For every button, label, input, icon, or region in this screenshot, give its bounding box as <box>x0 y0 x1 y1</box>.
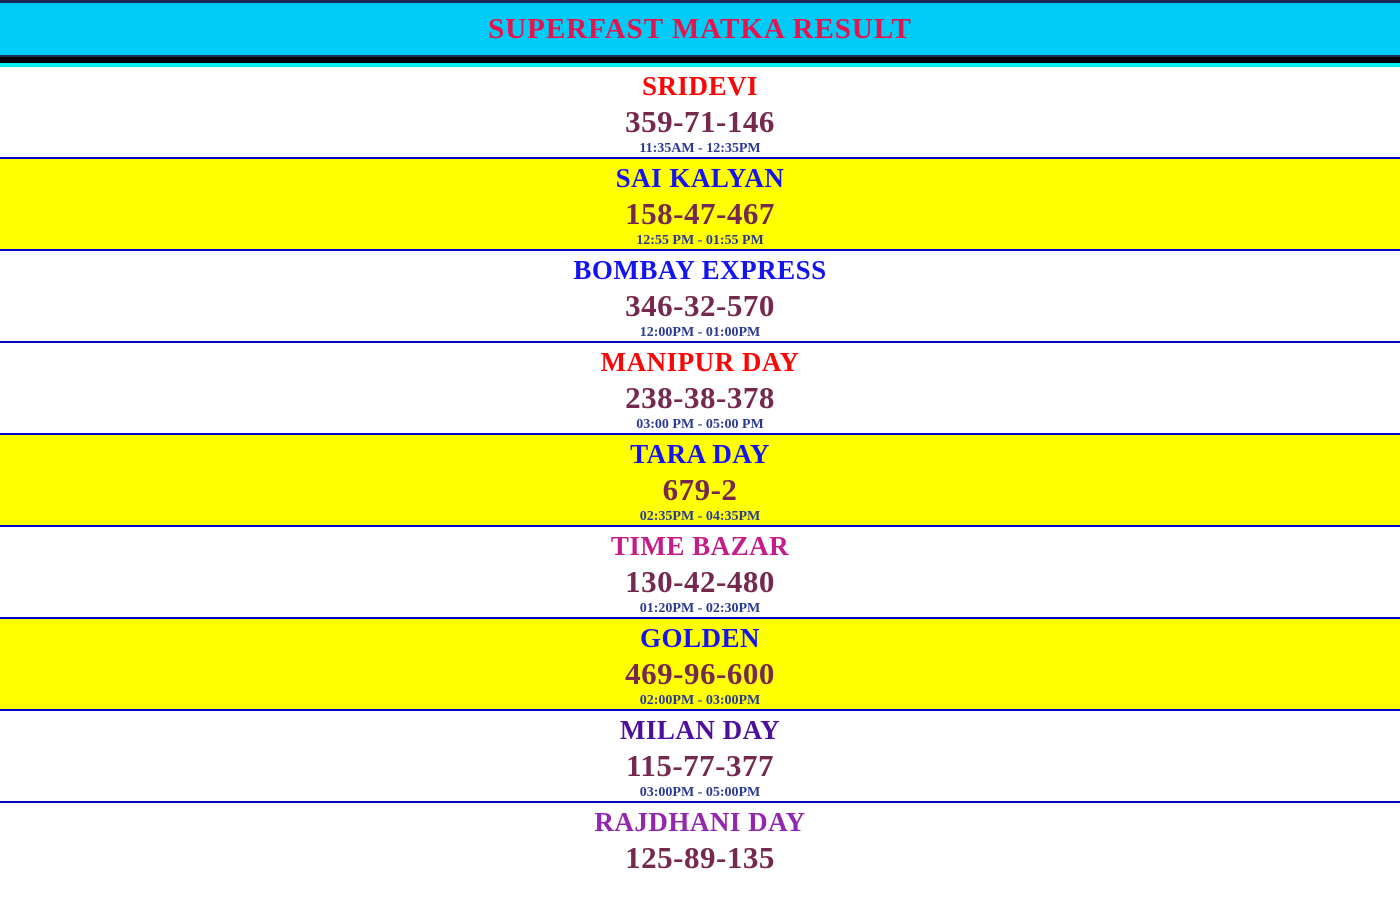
market-name: BOMBAY EXPRESS <box>573 255 827 285</box>
market-result: 346-32-570 <box>625 288 775 323</box>
market-result: 359-71-146 <box>625 104 775 139</box>
market-row-sridevi: SRIDEVI 359-71-146 11:35AM - 12:35PM <box>0 67 1400 159</box>
market-time: 03:00 PM - 05:00 PM <box>636 417 764 432</box>
market-name: GOLDEN <box>639 623 761 653</box>
header-divider-black <box>0 57 1400 63</box>
market-result: 679-2 <box>662 472 738 507</box>
market-row-manipur-day: MANIPUR DAY 238-38-378 03:00 PM - 05:00 … <box>0 343 1400 435</box>
market-result: 469-96-600 <box>625 656 775 691</box>
page-header: SUPERFAST MATKA RESULT <box>0 0 1400 57</box>
market-result: 158-47-467 <box>625 196 775 231</box>
market-time: 02:00PM - 03:00PM <box>639 693 761 708</box>
market-row-bombay-express: BOMBAY EXPRESS 346-32-570 12:00PM - 01:0… <box>0 251 1400 343</box>
results-list: SRIDEVI 359-71-146 11:35AM - 12:35PM SAI… <box>0 67 1400 876</box>
market-result: 130-42-480 <box>625 564 775 599</box>
market-result: 238-38-378 <box>625 380 775 415</box>
market-name: TARA DAY <box>630 439 770 469</box>
market-row-golden: GOLDEN 469-96-600 02:00PM - 03:00PM <box>0 619 1400 711</box>
market-row-sai-kalyan: SAI KALYAN 158-47-467 12:55 PM - 01:55 P… <box>0 159 1400 251</box>
market-row-rajdhani-day: RAJDHANI DAY 125-89-135 <box>0 803 1400 876</box>
market-result: 125-89-135 <box>625 840 775 875</box>
market-name: MILAN DAY <box>619 715 781 745</box>
market-name: RAJDHANI DAY <box>594 807 806 837</box>
market-name: TIME BAZAR <box>610 531 790 561</box>
market-name: SRIDEVI <box>641 71 759 101</box>
matka-results-page: SUPERFAST MATKA RESULT SRIDEVI 359-71-14… <box>0 0 1400 876</box>
market-name: MANIPUR DAY <box>600 347 800 377</box>
market-time: 03:00PM - 05:00PM <box>639 785 761 800</box>
market-row-tara-day: TARA DAY 679-2 02:35PM - 04:35PM <box>0 435 1400 527</box>
market-time: 02:35PM - 04:35PM <box>639 509 761 524</box>
page-title: SUPERFAST MATKA RESULT <box>488 12 912 45</box>
header-divider-cyan <box>0 63 1400 67</box>
market-row-time-bazar: TIME BAZAR 130-42-480 01:20PM - 02:30PM <box>0 527 1400 619</box>
market-time: 01:20PM - 02:30PM <box>639 601 761 616</box>
market-time: 12:00PM - 01:00PM <box>639 325 761 340</box>
market-time: 11:35AM - 12:35PM <box>639 141 761 156</box>
market-time: 12:55 PM - 01:55 PM <box>636 233 764 248</box>
market-result: 115-77-377 <box>626 748 774 783</box>
market-name: SAI KALYAN <box>615 163 785 193</box>
market-row-milan-day: MILAN DAY 115-77-377 03:00PM - 05:00PM <box>0 711 1400 803</box>
